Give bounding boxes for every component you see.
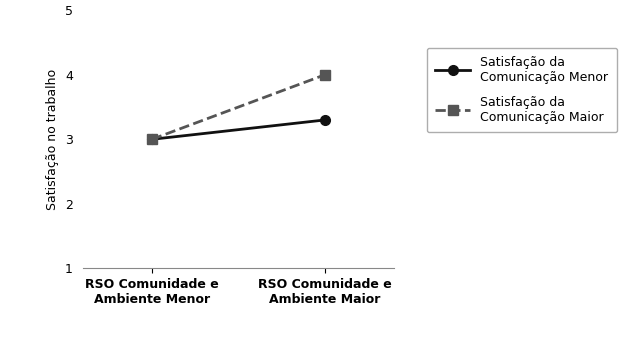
Satisfação da
Comunicação Maior	[148, 137, 156, 141]
Line: Satisfação da
Comunicação Menor: Satisfação da Comunicação Menor	[147, 115, 329, 144]
Y-axis label: Satisfação no trabalho: Satisfação no trabalho	[46, 69, 59, 210]
Line: Satisfação da
Comunicação Maior: Satisfação da Comunicação Maior	[147, 70, 329, 144]
Satisfação da
Comunicação Menor	[321, 118, 329, 122]
Legend: Satisfação da
Comunicação Menor, Satisfação da
Comunicação Maior: Satisfação da Comunicação Menor, Satisfa…	[427, 47, 617, 132]
Satisfação da
Comunicação Menor	[148, 137, 156, 141]
Satisfação da
Comunicação Maior	[321, 73, 329, 77]
